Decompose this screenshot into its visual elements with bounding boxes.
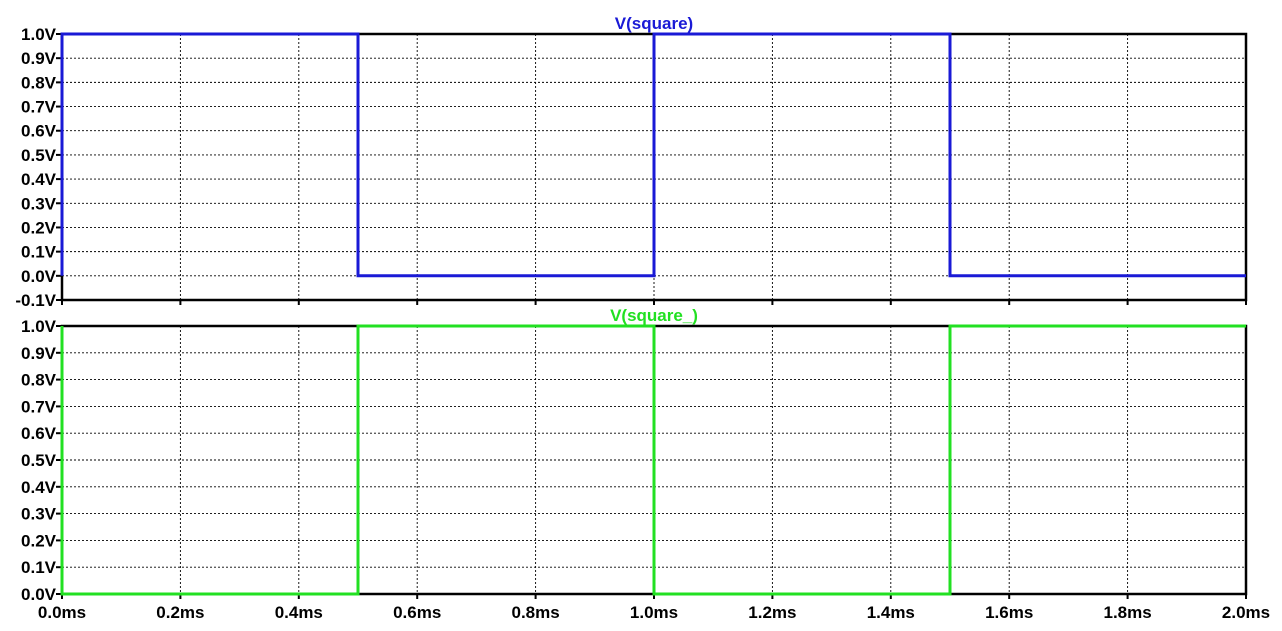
x-tick-label: 1.8ms [1103, 603, 1151, 622]
pane-1-y-tick-label: -0.1V [15, 291, 56, 310]
x-tick-label: 0.8ms [511, 603, 559, 622]
pane-2-y-tick-label: 0.9V [21, 344, 57, 363]
x-tick-label: 1.0ms [630, 603, 678, 622]
pane-1-y-tick-label: 0.9V [21, 49, 57, 68]
x-tick-label: 1.2ms [748, 603, 796, 622]
pane-2-y-tick-label: 0.8V [21, 371, 57, 390]
pane-1-y-tick-label: 0.0V [21, 267, 57, 286]
pane-1-title: V(square) [615, 14, 693, 33]
pane-1-y-tick-label: 0.7V [21, 98, 57, 117]
pane-1-y-tick-label: 0.2V [21, 218, 57, 237]
pane-1-y-tick-label: 0.1V [21, 243, 57, 262]
x-tick-label: 2.0ms [1222, 603, 1270, 622]
pane-2-y-tick-label: 0.7V [21, 397, 57, 416]
pane-1-y-tick-label: 0.4V [21, 170, 57, 189]
x-tick-label: 1.6ms [985, 603, 1033, 622]
x-tick-label: 0.6ms [393, 603, 441, 622]
pane-2-y-tick-label: 0.4V [21, 478, 57, 497]
pane-1-y-tick-label: 0.5V [21, 146, 57, 165]
pane-1-series-waveform [60, 32, 1246, 278]
pane-2-y-tick-label: 0.2V [21, 531, 57, 550]
pane-2-y-tick-label: 0.6V [21, 424, 57, 443]
pane-2-series-waveform [60, 324, 1246, 596]
pane-2-y-tick-label: 1.0V [21, 317, 57, 336]
pane-1-y-tick-label: 0.3V [21, 194, 57, 213]
x-tick-label: 0.2ms [156, 603, 204, 622]
pane-1-y-tick-label: 0.6V [21, 122, 57, 141]
pane-2-y-tick-label: 0.0V [21, 585, 57, 604]
x-tick-label: 0.0ms [38, 603, 86, 622]
pane-1-y-tick-label: 1.0V [21, 25, 57, 44]
pane-2-title: V(square_) [610, 306, 698, 325]
pane-2-y-tick-label: 0.1V [21, 558, 57, 577]
pane-2-y-tick-label: 0.3V [21, 505, 57, 524]
pane-2-y-tick-label: 0.5V [21, 451, 57, 470]
x-tick-label: 1.4ms [867, 603, 915, 622]
x-tick-label: 0.4ms [275, 603, 323, 622]
pane-1-y-tick-label: 0.8V [21, 73, 57, 92]
